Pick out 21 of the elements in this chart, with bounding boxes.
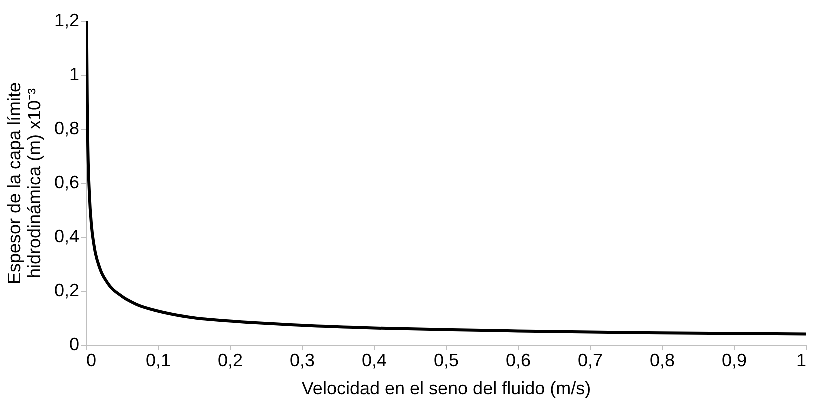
x-tick-label: 0,4 [362,350,388,370]
x-tick-label: 0,3 [290,350,316,370]
x-tick-label: 0,2 [218,350,244,370]
x-tick-label: 0,1 [146,350,172,370]
x-tick-label: 0,6 [506,350,532,370]
y-axis-title: Espesor de la capa límite hidrodinámica (m) x10⁻³ [4,82,44,285]
x-axis-title: Velocidad en el seno del fluido (m/s) [302,378,592,398]
y-tick-label: 0,4 [54,226,80,246]
y-tick-label: 1,2 [54,10,80,30]
x-tick-label: 1 [796,350,806,370]
y-tick-label: 0 [69,334,80,354]
y-tick-label: 0,8 [54,118,80,138]
x-tick-label: 0 [86,350,97,370]
line-series [86,21,806,336]
x-tick-label: 0,9 [722,350,748,370]
y-tick-label: 0,2 [54,280,80,300]
x-tick-label: 0,5 [434,350,460,370]
x-tick-label: 0,7 [578,350,604,370]
y-tick-label: 0,6 [54,172,80,192]
y-tick-label: 1 [69,64,80,84]
x-tick-label: 0,8 [650,350,676,370]
